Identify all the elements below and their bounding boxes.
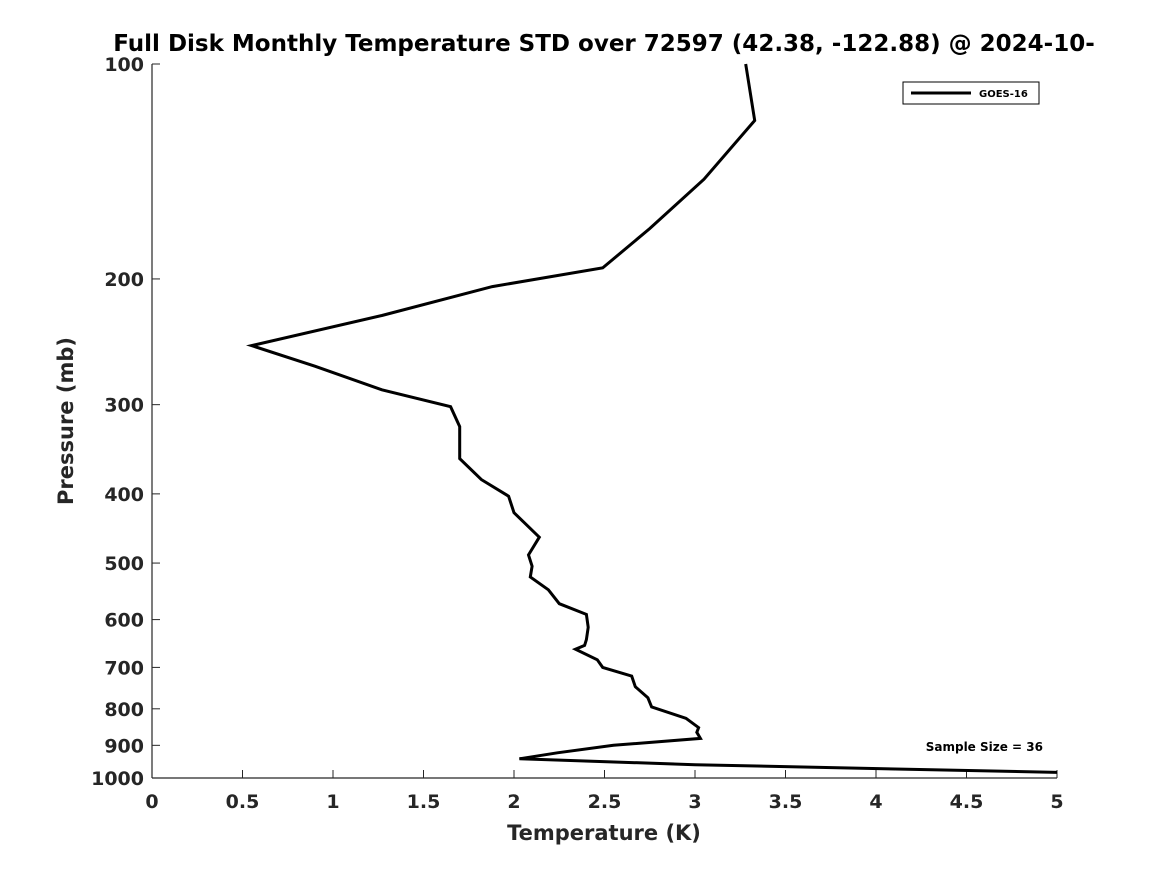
- y-tick-label: 100: [104, 54, 144, 76]
- y-axis-ticks: 100 200 300 400 500 600 700 800 900 1000: [91, 54, 160, 790]
- x-tick-label: 3.5: [769, 791, 803, 813]
- y-tick-label: 600: [104, 610, 144, 632]
- y-tick-label: 500: [104, 553, 144, 575]
- x-axis-label: Temperature (K): [507, 821, 701, 845]
- plot-area: 0 0.5 1 1.5 2 2.5 3 3.5 4 4.5 5 100 200 300 400 500 600…: [91, 54, 1064, 813]
- sample-size-annotation: Sample Size = 36: [926, 740, 1043, 754]
- x-tick-label: 4.5: [950, 791, 984, 813]
- x-tick-label: 3: [688, 791, 701, 813]
- x-tick-label: 1: [326, 791, 339, 813]
- y-tick-label: 400: [104, 484, 144, 506]
- legend-label-goes-16: GOES-16: [979, 89, 1028, 100]
- x-tick-label: 0: [145, 791, 158, 813]
- y-tick-label: 300: [104, 395, 144, 417]
- y-tick-label: 800: [104, 699, 144, 721]
- legend[interactable]: GOES-16: [902, 81, 1040, 105]
- y-tick-label: 700: [104, 657, 144, 679]
- y-tick-label: 900: [104, 735, 144, 757]
- x-tick-label: 0.5: [226, 791, 260, 813]
- y-tick-label: 1000: [91, 768, 144, 790]
- x-tick-label: 1.5: [407, 791, 441, 813]
- x-tick-label: 2.5: [588, 791, 622, 813]
- x-axis-ticks: 0 0.5 1 1.5 2 2.5 3 3.5 4 4.5 5: [145, 770, 1064, 813]
- x-tick-label: 2: [507, 791, 520, 813]
- y-axis-label: Pressure (mb): [54, 337, 78, 505]
- series-layer: [245, 63, 1058, 774]
- x-tick-label: 5: [1050, 791, 1063, 813]
- chart-title: Full Disk Monthly Temperature STD over 7…: [113, 31, 1095, 57]
- x-tick-label: 4: [869, 791, 882, 813]
- series-line-goes-16: [245, 63, 1058, 774]
- y-tick-label: 200: [104, 269, 144, 291]
